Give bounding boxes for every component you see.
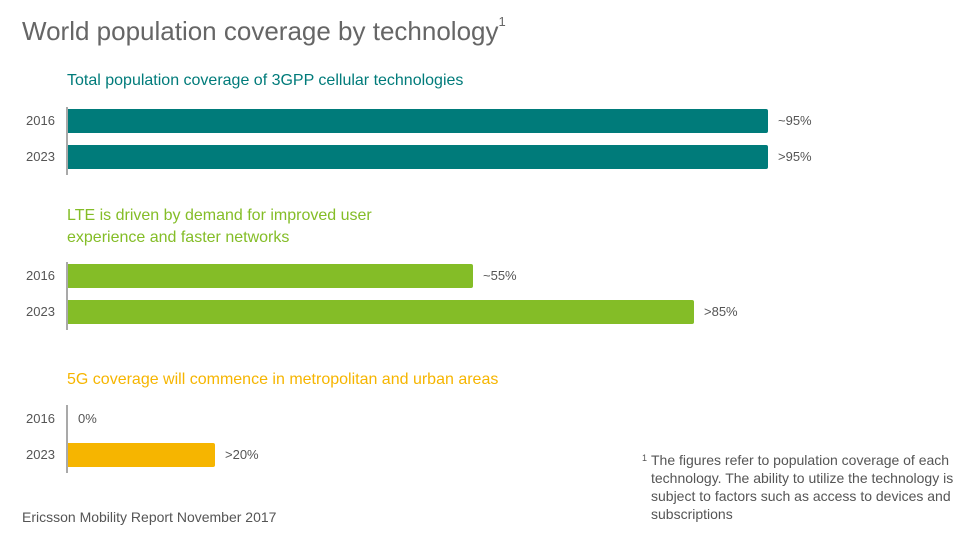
axis-line (66, 262, 68, 330)
data-label: 0% (78, 411, 97, 426)
bar (68, 300, 694, 324)
tick-label: 2023 (26, 304, 55, 319)
axis-line (66, 405, 68, 473)
chart-heading: 5G coverage will commence in metropolita… (67, 371, 499, 388)
tick-label: 2023 (26, 447, 55, 462)
footnote-text: The figures refer to population coverage… (651, 452, 954, 522)
bar (68, 443, 215, 467)
axis-line (66, 107, 68, 175)
bar (68, 109, 768, 133)
page-title: World population coverage by technology1 (22, 14, 506, 47)
data-label: >20% (225, 447, 259, 462)
data-label: ~95% (778, 113, 812, 128)
data-label: >85% (704, 304, 738, 319)
tick-label: 2023 (26, 149, 55, 164)
data-label: >95% (778, 149, 812, 164)
footnote-mark: 1 (642, 453, 648, 463)
chart-heading: Total population coverage of 3GPP cellul… (67, 72, 464, 89)
title-text: World population coverage by technology (22, 16, 499, 46)
source-credit: Ericsson Mobility Report November 2017 (22, 509, 277, 525)
title-footnote-mark: 1 (498, 14, 506, 30)
data-label: ~55% (483, 268, 517, 283)
footnote: 1 The figures refer to population covera… (642, 451, 962, 523)
tick-label: 2016 (26, 113, 55, 128)
bar (68, 145, 768, 169)
chart-heading: LTE is driven by demand for improved use… (67, 207, 372, 246)
tick-label: 2016 (26, 268, 55, 283)
tick-label: 2016 (26, 411, 55, 426)
bar (68, 264, 473, 288)
